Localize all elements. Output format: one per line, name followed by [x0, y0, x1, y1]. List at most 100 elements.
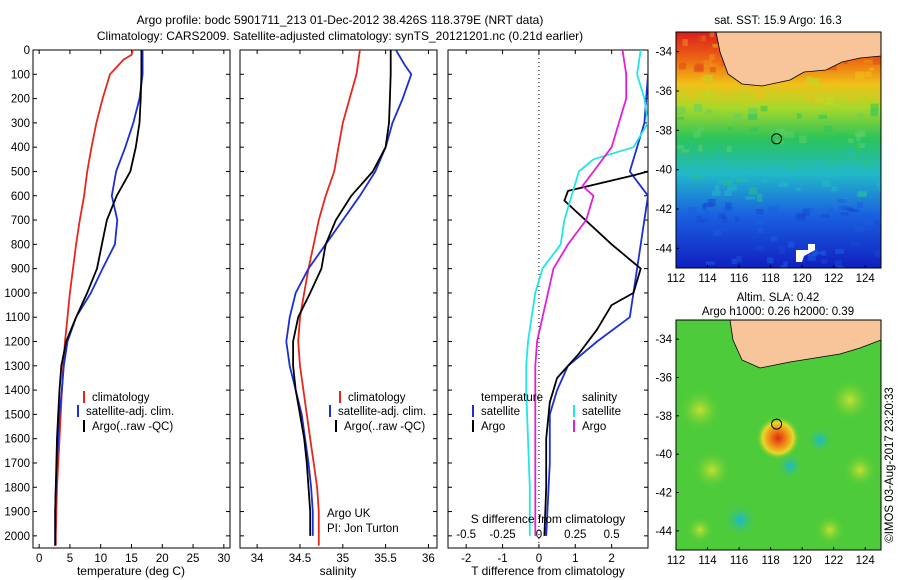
sst-speckle	[682, 39, 688, 46]
sst-speckle	[762, 178, 770, 183]
sst-speckle	[857, 143, 865, 149]
imos-stamp: ©IMOS 03-Aug-2017 23:20:33	[884, 387, 896, 543]
sla-argo-marker	[771, 418, 783, 430]
salinity-panel: 34 34.5 35 35.5 36 salinity climatology sate…	[239, 49, 438, 578]
series-line-salinity-argo	[534, 50, 628, 536]
ytick-label: 200	[11, 94, 30, 106]
series-line-climatology	[54, 50, 134, 546]
sst-speckle	[746, 168, 756, 175]
sst-speckle	[787, 241, 795, 248]
ytick-label: 300	[11, 118, 30, 130]
sst-speckle	[797, 113, 802, 119]
sst-speckle	[849, 97, 855, 102]
sst-speckle	[739, 89, 747, 94]
legend-t-argo: Argo	[481, 421, 505, 433]
sst-speckle	[697, 127, 704, 131]
sst-speckle	[704, 209, 709, 214]
sst-speckle	[807, 253, 816, 261]
xtick-label: -1	[497, 553, 507, 565]
sst-speckle	[861, 221, 869, 225]
sst-speckle	[703, 74, 713, 81]
salinity-xlabel: salinity	[320, 564, 357, 578]
sst-speckle	[760, 105, 768, 112]
sst-speckle	[807, 95, 812, 103]
sst-speckle	[709, 32, 715, 38]
sst-speckle	[725, 202, 732, 210]
sst-speckle	[812, 81, 820, 88]
legend-climatology: climatology	[92, 392, 150, 404]
sst-speckle	[864, 71, 872, 77]
sst-speckle	[748, 107, 758, 114]
sst-speckle	[873, 56, 881, 65]
difference-axes-frame	[447, 49, 649, 549]
sst-speckle	[776, 128, 786, 136]
sst-speckle	[757, 227, 764, 233]
sst-speckle	[782, 84, 793, 89]
ytick-label: 500	[11, 166, 30, 178]
xtick2-label: -0.5	[456, 529, 476, 541]
sst-speckle	[727, 216, 736, 222]
xtick-label: 2	[608, 553, 614, 565]
legend-argo: Argo(..raw -QC)	[92, 421, 173, 433]
ytick-label: 700	[11, 215, 30, 227]
sst-speckle	[775, 140, 784, 144]
sst-speckle	[703, 202, 714, 208]
sst-speckle	[860, 162, 870, 168]
sst-speckle	[697, 35, 706, 43]
temperature-ticks: 0100200300400500600700800900100011001200…	[4, 45, 230, 565]
ytick-label: 2000	[4, 531, 30, 543]
xtick-label: 30	[217, 553, 230, 565]
sst-speckle	[879, 139, 881, 145]
legend-satellite: satellite-adj. clim.	[86, 406, 174, 418]
sla-map-frame	[675, 319, 882, 551]
xtick-label: 34	[251, 553, 264, 565]
sst-speckle	[879, 132, 881, 140]
ytick-label: 0	[24, 45, 30, 57]
sst-speckle	[755, 245, 765, 251]
sst-speckle	[695, 63, 704, 71]
sst-speckle	[880, 35, 881, 42]
sla-map-ticks: 112 114 116 118 120 122 124 -34 -36 -38 -40 -42 -44	[655, 334, 875, 567]
sst-speckle	[685, 213, 691, 219]
legend-s-argo: Argo	[582, 421, 606, 433]
ytick-label: 1000	[4, 288, 30, 300]
sla-map-title: Altim. SLA: 0.42	[737, 292, 819, 304]
sst-speckle	[700, 76, 705, 81]
sst-speckle	[733, 113, 742, 119]
sst-speckle	[877, 94, 881, 99]
map-ytick-label: -36	[655, 373, 672, 385]
xtick-label: 15	[125, 553, 138, 565]
map-xtick-label: 122	[824, 273, 843, 285]
difference-legend: temperature salinity satellite Argo sate…	[472, 392, 621, 433]
sst-map-frame	[675, 31, 882, 269]
salinity-ticks: 34 34.5 35 35.5 36	[240, 49, 437, 565]
temperature-panel: 0100200300400500600700800900100011001200…	[4, 45, 231, 578]
sst-speckle	[676, 145, 685, 150]
ytick-label: 1800	[4, 482, 30, 494]
temperature-legend: climatology satellite-adj. clim. Argo(..…	[77, 391, 174, 433]
map-xtick-label: 112	[667, 555, 685, 567]
sst-speckle	[867, 212, 875, 217]
sst-speckle	[837, 133, 846, 137]
map-xtick-label: 122	[824, 555, 843, 567]
map-ytick-label: -42	[655, 488, 672, 500]
ytick-label: 1500	[4, 409, 30, 421]
sst-speckle	[772, 158, 778, 166]
map-xtick-label: 124	[856, 555, 876, 567]
sst-argo-marker	[771, 133, 783, 145]
xtick-label: 0	[536, 553, 542, 565]
sst-speckle	[806, 76, 812, 84]
sst-speckle	[717, 156, 722, 165]
sla-anomaly-blob	[814, 514, 846, 546]
map-ytick-label: -38	[655, 411, 672, 423]
sst-speckle	[694, 104, 703, 112]
map-xtick-label: 116	[730, 555, 748, 567]
legend-argo: Argo(..raw -QC)	[344, 421, 425, 433]
ytick-label: 1400	[4, 385, 30, 397]
sst-speckle	[676, 106, 686, 115]
sst-speckle	[854, 226, 864, 232]
sst-speckle	[831, 186, 837, 192]
sst-speckle	[874, 220, 880, 225]
ytick-label: 1900	[4, 507, 30, 519]
